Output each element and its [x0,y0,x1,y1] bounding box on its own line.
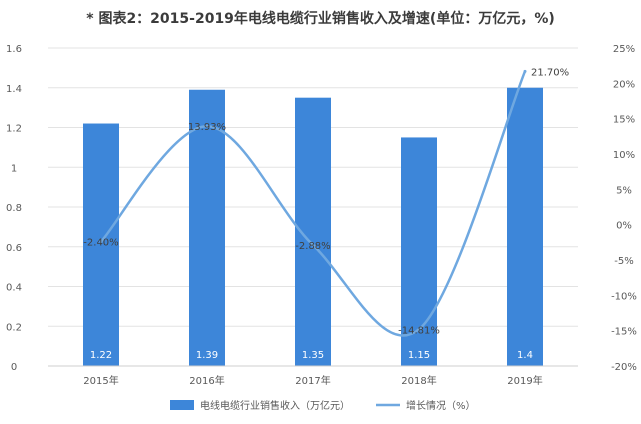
x-tick-label: 2016年 [189,374,224,387]
bar-2019 [507,87,543,366]
y-right-tick-label: -10% [611,291,637,302]
bar-value-label: 1.22 [90,350,112,361]
bar-2015 [83,123,119,367]
y-right-tick-label: 5% [616,185,632,196]
y-left-tick-label: 1.4 [6,84,22,95]
y-right-tick-label: -20% [611,362,637,373]
legend-bar-swatch [170,400,194,410]
growth-value-label: -14.81% [398,325,440,336]
growth-value-label: 21.70% [531,67,569,78]
x-tick-label: 2015年 [83,374,118,387]
y-left-tick-label: 1.2 [6,124,22,135]
legend-bar-label: 电线电缆行业销售收入（万亿元） [200,399,350,412]
growth-value-label: 13.93% [188,122,226,133]
y-right-tick-label: -15% [611,327,637,338]
bar-2016 [189,89,225,367]
y-left-tick-label: 0.4 [6,283,22,294]
growth-point [311,243,315,247]
growth-value-label: -2.40% [83,238,118,249]
growth-point [99,240,103,244]
y-left-tick-label: 1.6 [6,44,22,55]
y-left-tick-label: 0 [11,362,17,373]
growth-value-label: -2.88% [295,241,330,252]
y-left-tick-label: 1 [11,163,17,174]
bar-value-label: 1.39 [196,350,218,361]
chart-title: * 图表2：2015-2019年电线电缆行业销售收入及增速(单位：万亿元，%) [86,11,555,27]
growth-point [205,124,209,128]
y-left-tick-label: 0.8 [6,203,22,214]
x-tick-label: 2019年 [507,374,542,387]
bar-value-label: 1.4 [517,350,533,361]
y-left-tick-label: 0.6 [6,243,22,254]
y-right-tick-label: 15% [613,115,635,126]
y-left-tick-label: 0.2 [6,322,22,333]
growth-line [100,70,527,337]
x-tick-label: 2018年 [401,374,436,387]
legend-line-label: 增长情况（%） [406,399,476,412]
growth-point [417,327,421,331]
y-right-tick-label: 0% [616,221,632,232]
x-tick-label: 2017年 [295,374,330,387]
growth-point [523,69,527,73]
y-right-tick-label: -5% [614,256,633,267]
y-right-tick-label: 20% [613,79,635,90]
bar-value-label: 1.15 [408,350,430,361]
bar-value-label: 1.35 [302,350,324,361]
y-right-tick-label: 10% [613,150,635,161]
y-right-tick-label: 25% [613,44,635,55]
